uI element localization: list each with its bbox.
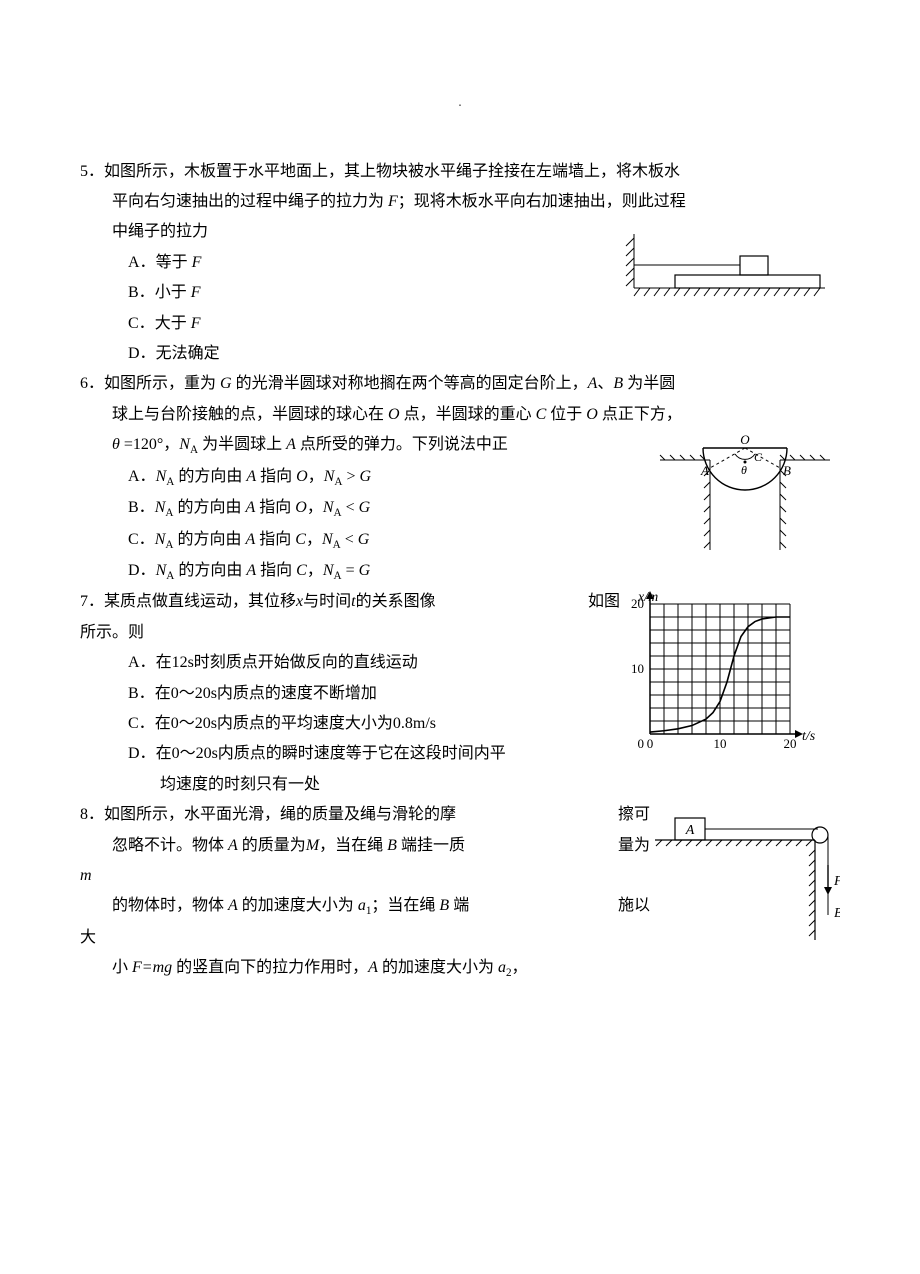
- svg-text:0: 0: [647, 736, 654, 751]
- q5-stem-l2a: 平向右匀速抽出的过程中绳子的拉力为: [112, 193, 388, 210]
- svg-text:θ: θ: [741, 463, 747, 477]
- page-marker: .: [80, 90, 840, 117]
- svg-text:C: C: [754, 450, 763, 464]
- svg-text:F: F: [833, 874, 840, 889]
- q5-figure: [620, 228, 830, 319]
- svg-text:10: 10: [631, 661, 644, 676]
- q5-number: 5．: [80, 163, 104, 180]
- question-5: 5．如图所示，木板置于水平地面上，其上物块被水平绳子拴接在左端墙上，将木板水 平…: [80, 157, 840, 370]
- q6-number: 6．: [80, 375, 104, 392]
- q6-figure: O C A B θ: [655, 430, 835, 571]
- question-8: A F B 8．如图所示，水平面光滑，绳的质量及绳与滑轮的摩 擦可 忽略不计。物…: [80, 800, 840, 985]
- svg-text:0: 0: [638, 736, 645, 751]
- svg-text:A: A: [700, 463, 709, 478]
- q7-number: 7．: [80, 593, 104, 610]
- svg-text:20: 20: [784, 736, 797, 751]
- svg-text:t/s: t/s: [802, 729, 816, 744]
- q7-chart: 0102010200x/mt/s: [615, 589, 840, 765]
- q8-number: 8．: [80, 806, 104, 823]
- svg-text:x/m: x/m: [637, 590, 658, 605]
- q5-stem-var: F: [388, 193, 398, 210]
- question-7: 0102010200x/mt/s 7．某质点做直线运动，其位移x与时间t的关系图…: [80, 587, 840, 800]
- q7-tail: 如图: [588, 587, 620, 617]
- q6-t1: 如图所示，重为: [104, 375, 220, 392]
- q5-stem-l1: 如图所示，木板置于水平地面上，其上物块被水平绳子拴接在左端墙上，将木板水: [104, 163, 680, 180]
- svg-text:B: B: [834, 906, 840, 921]
- svg-text:10: 10: [714, 736, 727, 751]
- svg-text:O: O: [740, 432, 750, 447]
- q8-figure: A F B: [650, 805, 840, 956]
- question-6: 6．如图所示，重为 G 的光滑半圆球对称地搁在两个等高的固定台阶上，A、B 为半…: [80, 369, 840, 587]
- q5-option-d: D．无法确定: [128, 339, 840, 369]
- q5-stem-l2b: ；现将木板水平向右加速抽出，则此过程: [398, 193, 686, 210]
- svg-text:B: B: [783, 463, 791, 478]
- svg-text:A: A: [685, 823, 695, 838]
